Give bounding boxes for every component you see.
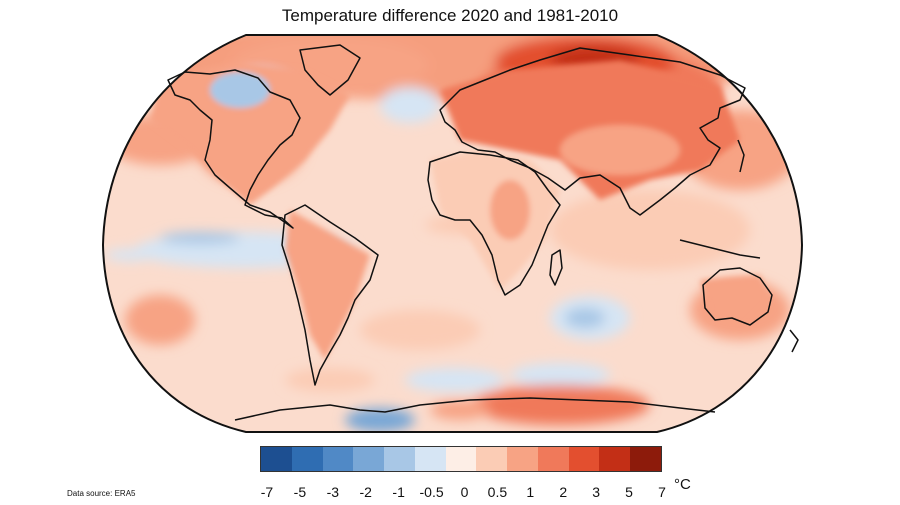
colorbar-unit: °C [674,476,691,493]
colorbar-tick-label: 5 [625,484,633,500]
colorbar-bin-0 [261,447,292,471]
coastline-north-america [167,69,301,229]
colorbar-tick-label: -5 [293,484,307,500]
colorbar-tick-label: 0.5 [487,484,508,500]
colorbar-bin-3 [353,447,385,471]
colorbar-bin-2 [322,447,354,471]
colorbar-bin-5 [414,447,446,471]
colorbar-tick-label: -7 [260,484,274,500]
coastline-indonesia [679,239,761,259]
data-source-note: Data source: ERA5 [67,489,136,498]
colorbar-bin-1 [291,447,323,471]
colorbar-tick-label: -1 [392,484,405,500]
colorbar-bin-11 [599,447,631,471]
coastline-greenland [299,44,361,96]
colorbar [260,446,662,472]
coastline-antarctica [234,397,716,421]
colorbar-tick-label: -2 [359,484,372,500]
colorbar-bin-12 [630,447,661,471]
coastlines [167,44,799,421]
coastline-australia [702,267,773,326]
colorbar-bin-7 [476,447,508,471]
map-title: Temperature difference 2020 and 1981-201… [281,6,619,25]
land-anomaly-field [150,60,770,360]
colorbar-bin-6 [445,447,477,471]
colorbar-bin-4 [384,447,415,471]
colorbar-tick-label: -3 [326,484,340,500]
colorbar-tick-label: 0 [460,484,469,500]
colorbar-tick-label: 1 [526,484,535,500]
colorbar-tick-label: 7 [658,484,666,500]
coastline-africa [427,151,561,296]
colorbar-tick-label: -0.5 [419,484,444,500]
coastline-south-america [281,204,379,386]
colorbar-tick-label: 2 [559,484,568,500]
colorbar-bin-10 [568,447,600,471]
colorbar-bin-8 [507,447,538,471]
coastline-japan [737,139,745,173]
colorbar-tick-label: 3 [592,484,601,500]
coastline-madagascar [549,249,563,286]
map-outline [101,34,804,433]
coastline-new-zealand [789,329,799,353]
colorbar-ticks: -7 -5 -3 -2 -1 -0.5 0 0.5 1 2 3 5 7 [0,484,900,504]
colorbar-bin-9 [537,447,569,471]
